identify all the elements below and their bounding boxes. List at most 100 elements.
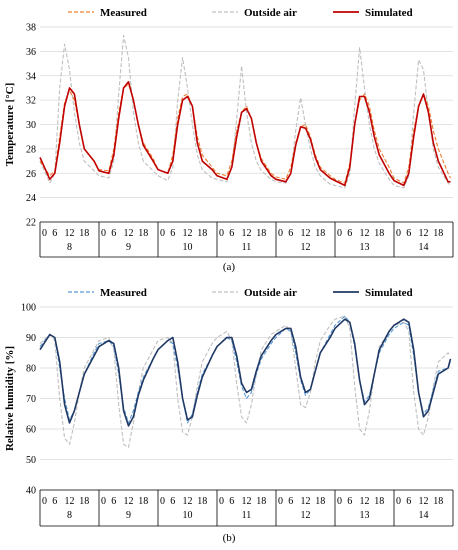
hour-tick-label: 0 [160,496,165,507]
hour-tick-label: 12 [360,228,370,239]
hour-tick-label: 18 [374,496,384,507]
hour-tick-label: 12 [419,228,429,239]
figure-caption: (a) [223,261,236,273]
legend-label: Simulated [365,7,413,19]
y-axis-label: Relative humidity [%] [4,346,16,451]
y-tick-label: 34 [26,71,36,82]
day-label: 13 [360,242,370,253]
y-tick-label: 36 [26,47,36,58]
legend-label: Measured [100,287,147,299]
hour-tick-label: 6 [406,228,411,239]
day-label: 9 [126,510,131,521]
hour-tick-label: 12 [124,228,134,239]
hour-tick-label: 0 [337,496,342,507]
hour-tick-label: 12 [301,496,311,507]
hour-tick-label: 18 [315,496,325,507]
hour-tick-label: 18 [256,496,266,507]
hour-tick-label: 18 [256,228,266,239]
legend-label: Measured [100,7,147,19]
legend-label: Outside air [244,287,297,299]
hour-tick-label: 12 [301,228,311,239]
hour-tick-label: 6 [111,228,116,239]
hour-tick-label: 18 [79,496,89,507]
hour-tick-label: 18 [197,496,207,507]
hour-tick-label: 0 [278,496,283,507]
hour-tick-label: 12 [183,228,193,239]
series-line-outside-air [39,315,451,448]
hour-tick-label: 0 [396,496,401,507]
hour-tick-label: 6 [170,228,175,239]
chart-humidity: Measured Outside air Simulated405060708090… [4,287,454,544]
day-label: 10 [183,510,193,521]
hour-tick-label: 18 [374,228,384,239]
hour-tick-label: 0 [42,228,47,239]
hour-tick-label: 6 [170,496,175,507]
hour-tick-label: 12 [65,496,75,507]
hour-tick-label: 6 [288,496,293,507]
series-line-measured [39,83,451,184]
hour-tick-label: 18 [138,228,148,239]
day-label: 14 [419,510,429,521]
hour-tick-label: 6 [111,496,116,507]
legend-label: Outside air [244,7,297,19]
day-label: 10 [183,242,193,253]
y-tick-label: 70 [26,394,36,405]
hour-tick-label: 6 [52,496,57,507]
hour-tick-label: 12 [242,228,252,239]
day-label: 12 [301,510,311,521]
hour-tick-label: 18 [138,496,148,507]
hour-tick-label: 0 [101,496,106,507]
day-label: 8 [67,242,72,253]
hour-tick-label: 12 [419,496,429,507]
y-tick-label: 30 [26,120,36,131]
y-tick-label: 60 [26,425,36,436]
y-tick-label: 32 [26,96,36,107]
hour-tick-label: 6 [406,496,411,507]
y-tick-label: 38 [26,23,36,34]
y-tick-label: 90 [26,333,36,344]
hour-tick-label: 6 [347,228,352,239]
y-tick-label: 28 [26,144,36,155]
chart-temperature: Measured Outside air Simulated 22 24 26 28 30 32… [4,7,454,273]
hour-tick-label: 6 [52,228,57,239]
series-line-measured [39,315,452,424]
y-tick-label: 26 [26,169,36,180]
hour-tick-label: 0 [337,228,342,239]
y-tick-label: 40 [26,486,36,497]
y-tick-label: 22 [26,218,36,229]
day-label: 11 [242,510,252,521]
series-line-simulated [39,81,451,187]
day-label: 11 [242,242,252,253]
y-tick-label: 80 [26,364,36,375]
hour-tick-label: 0 [219,228,224,239]
y-axis-label: Temperature [°C] [4,83,16,167]
hour-tick-label: 12 [242,496,252,507]
day-label: 9 [126,242,131,253]
hour-tick-label: 12 [124,496,134,507]
hour-tick-label: 0 [101,228,106,239]
day-label: 14 [419,242,429,253]
hour-tick-label: 18 [79,228,89,239]
hour-tick-label: 6 [288,228,293,239]
hour-tick-label: 12 [183,496,193,507]
day-label: 8 [67,510,72,521]
hour-tick-label: 12 [360,496,370,507]
y-tick-label: 50 [26,455,36,466]
hour-tick-label: 6 [229,228,234,239]
legend-label: Simulated [365,287,413,299]
y-tick-label: 100 [21,303,36,314]
y-tick-label: 24 [26,193,36,204]
series-line-simulated [39,318,452,427]
hour-tick-label: 6 [229,496,234,507]
hour-tick-label: 6 [347,496,352,507]
hour-tick-label: 0 [42,496,47,507]
day-label: 13 [360,510,370,521]
hour-tick-label: 0 [160,228,165,239]
figure-caption: (b) [223,532,236,544]
hour-tick-label: 0 [396,228,401,239]
hour-tick-label: 0 [278,228,283,239]
series-line-outside-air [39,34,451,189]
hour-tick-label: 18 [197,228,207,239]
day-label: 12 [301,242,311,253]
